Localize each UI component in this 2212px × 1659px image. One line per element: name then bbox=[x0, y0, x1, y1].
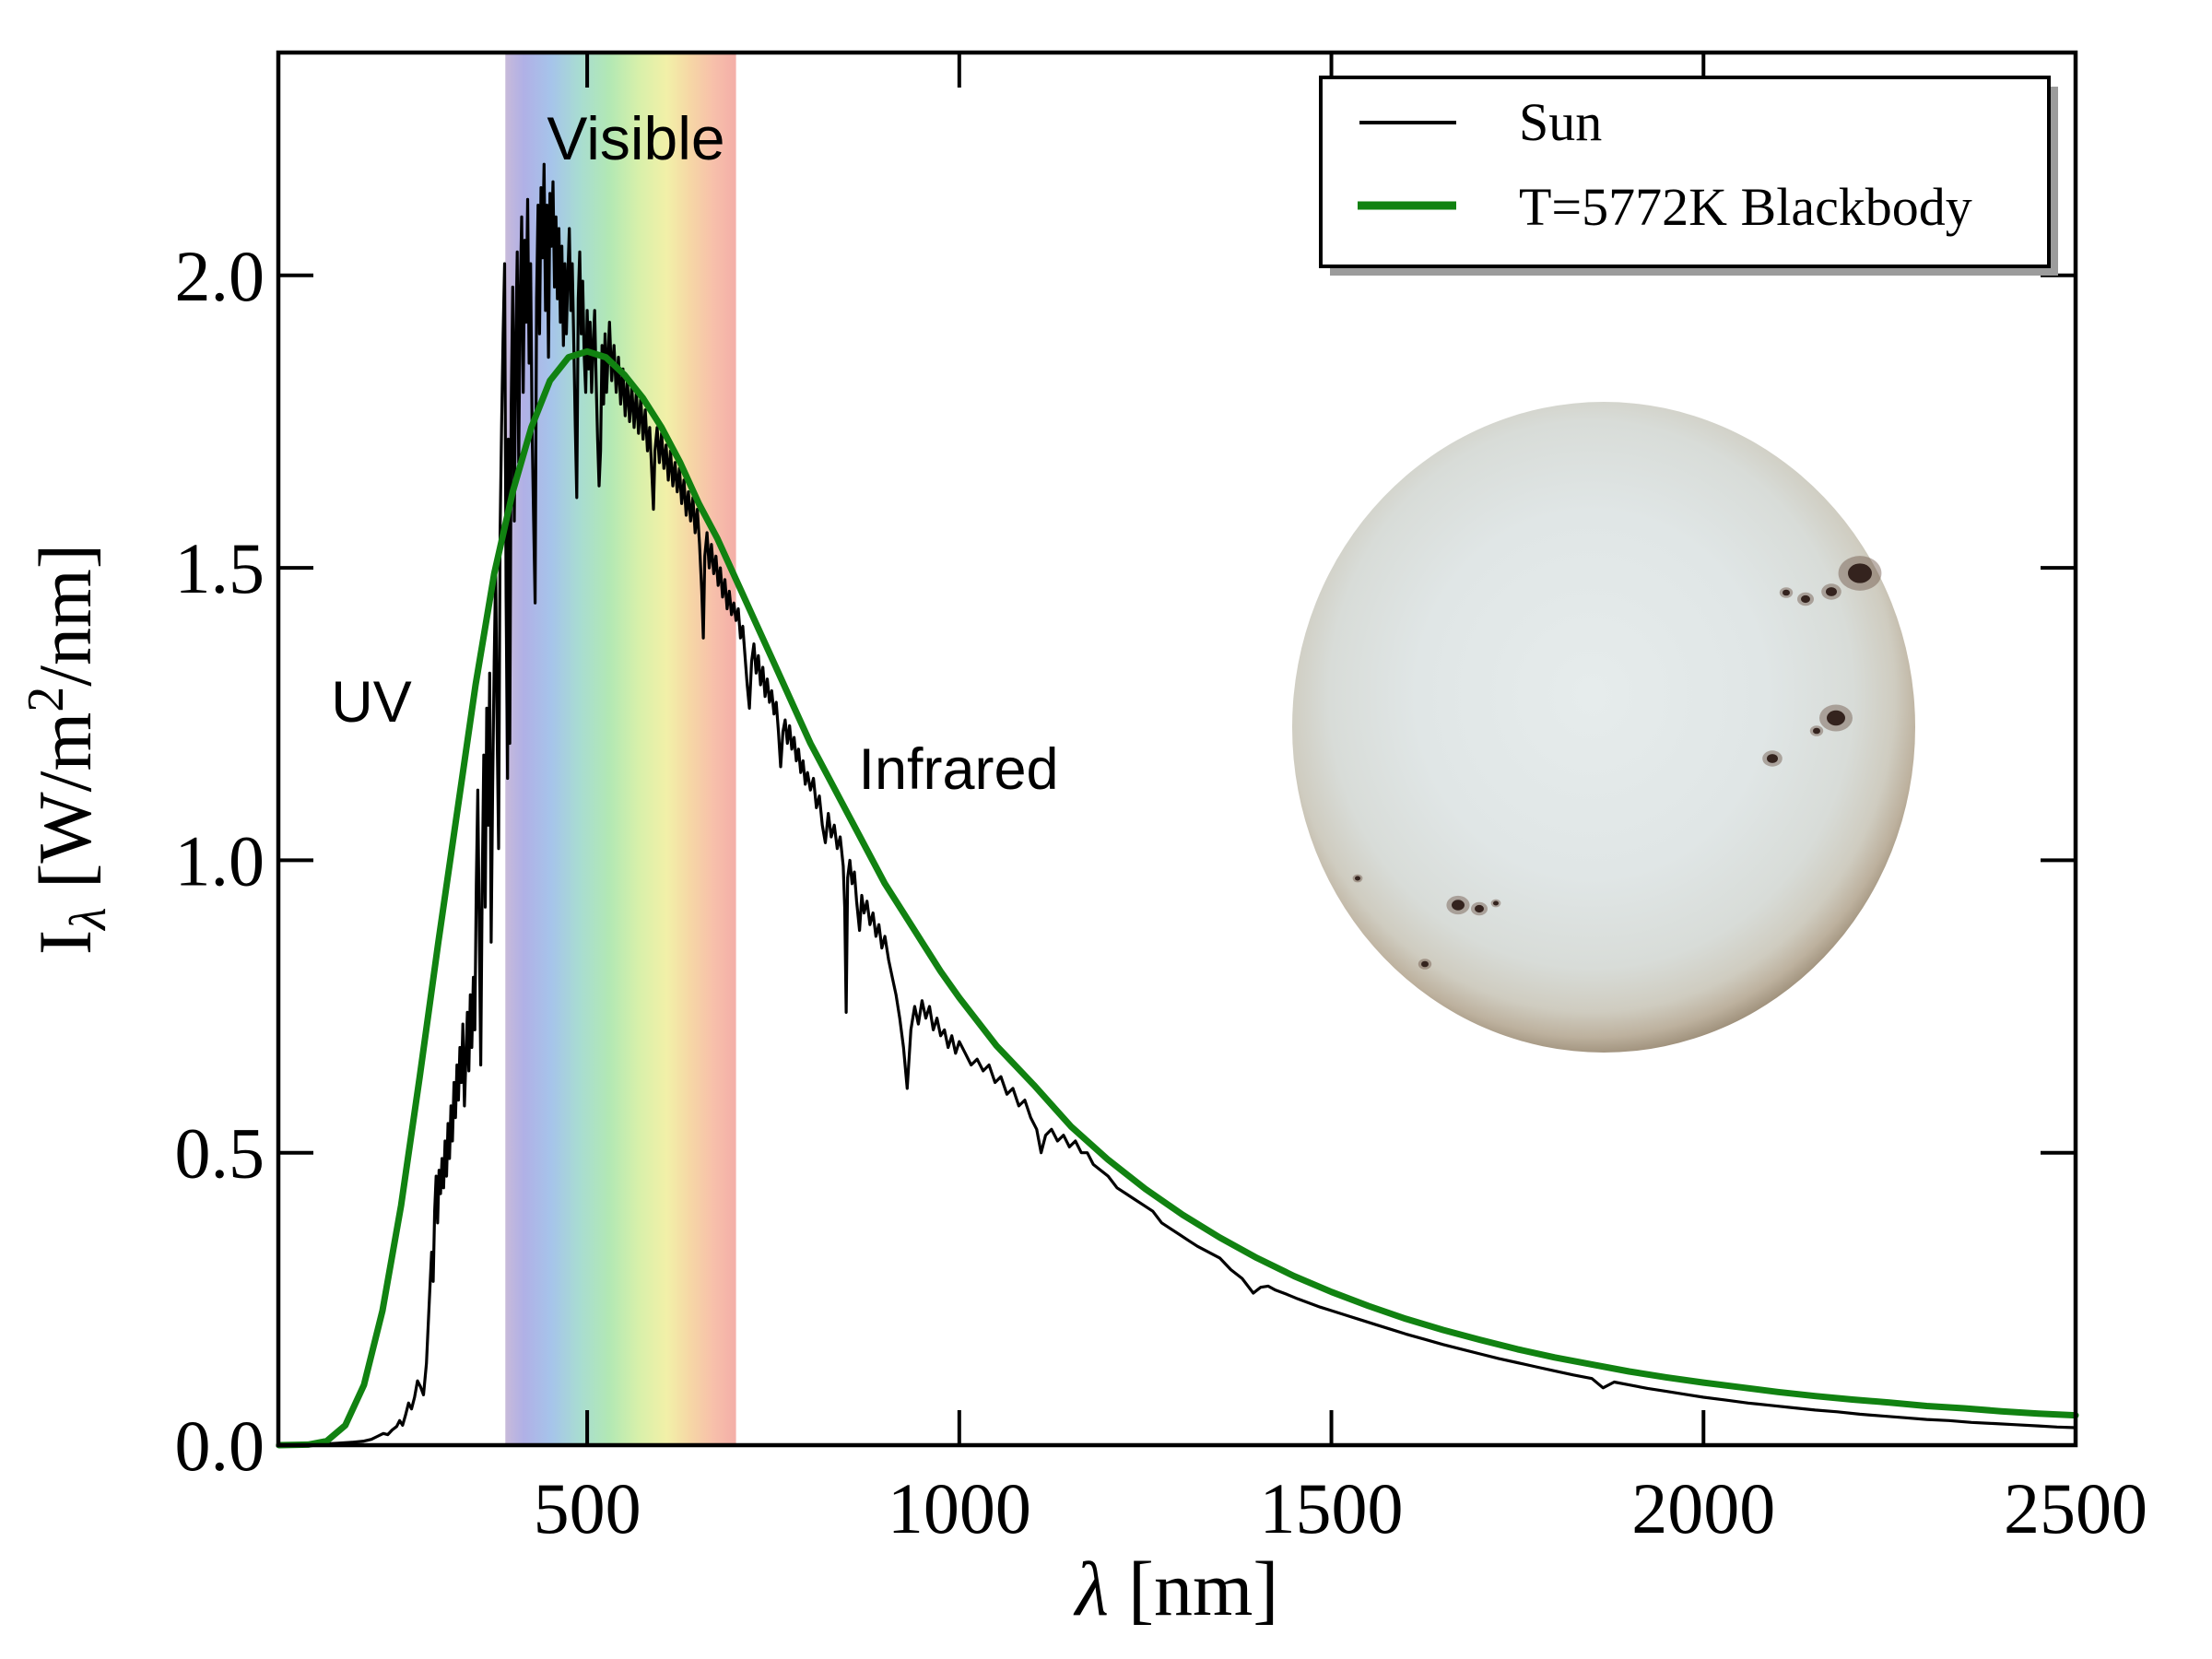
x-tick-label: 1500 bbox=[1260, 1468, 1404, 1548]
sunspot bbox=[1421, 960, 1429, 968]
y-axis-label: Iλ [W/m2/nm] bbox=[18, 544, 117, 955]
sunspots-group bbox=[1352, 556, 1882, 970]
x-tick-label: 2000 bbox=[1631, 1468, 1775, 1548]
y-tick-label: 0.0 bbox=[175, 1406, 265, 1486]
y-tick-label: 0.5 bbox=[175, 1113, 265, 1194]
y-tick-label: 1.0 bbox=[175, 820, 265, 900]
sun-photo-inset bbox=[1292, 402, 1915, 1053]
infrared-annotation: Infrared bbox=[858, 737, 1058, 802]
y-tick-label: 2.0 bbox=[175, 236, 265, 316]
sunspot bbox=[1475, 904, 1484, 913]
sunspot bbox=[1783, 589, 1790, 596]
sunspot bbox=[1355, 876, 1360, 881]
visible-annotation: Visible bbox=[547, 104, 724, 172]
sunspot bbox=[1813, 727, 1820, 735]
sunspot bbox=[1827, 710, 1845, 726]
y-tick-label: 1.5 bbox=[175, 528, 265, 608]
sunspot bbox=[1493, 900, 1499, 906]
sunspot bbox=[1848, 563, 1872, 583]
blackbody-curve bbox=[276, 347, 2079, 1449]
legend-label-blackbody: T=5772K Blackbody bbox=[1519, 177, 1972, 237]
x-axis-label: λ [nm] bbox=[1073, 1547, 1279, 1632]
curves-group bbox=[276, 162, 2079, 1449]
sunspot bbox=[1826, 587, 1837, 596]
legend-box bbox=[1319, 76, 2051, 268]
sunspot bbox=[1452, 900, 1465, 911]
plot-frame bbox=[276, 50, 2078, 1448]
legend-label-sun: Sun bbox=[1519, 92, 1602, 152]
sun-spectrum-curve bbox=[277, 162, 2077, 1447]
uv-annotation: UV bbox=[331, 670, 412, 735]
x-tick-label: 1000 bbox=[888, 1468, 1031, 1548]
x-tick-label: 500 bbox=[534, 1468, 641, 1548]
x-tick-label: 2500 bbox=[2004, 1468, 2147, 1548]
sun-disk bbox=[1292, 402, 1915, 1053]
sunspot bbox=[1767, 754, 1778, 763]
legend: Sun T=5772K Blackbody bbox=[1319, 76, 2058, 276]
sunspot bbox=[1801, 594, 1810, 604]
visible-spectrum-band bbox=[505, 54, 736, 1443]
tick-labels: 500 1000 1500 2000 2500 0.0 0.5 1.0 1.5 2.0 bbox=[175, 236, 2148, 1548]
